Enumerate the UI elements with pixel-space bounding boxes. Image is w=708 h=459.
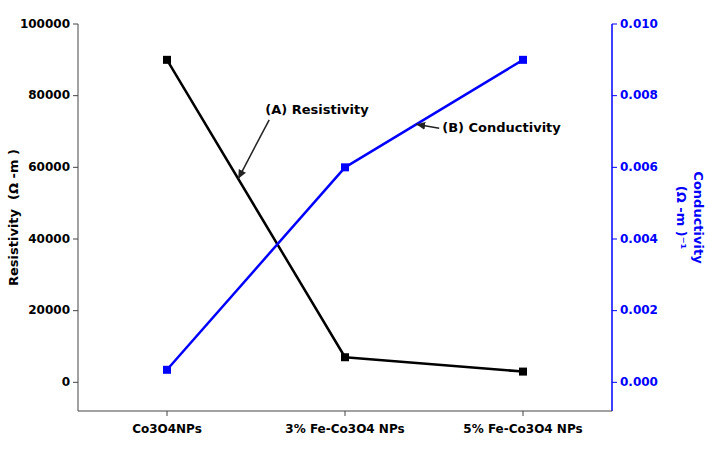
data-point [519,56,527,64]
data-point [163,366,171,374]
x-tick-label: 3% Fe-Co3O4 NPs [285,422,404,436]
y-axis-label: Resistivity (Ω -m ) [6,149,21,286]
y2-axis-label: Conductivity [691,171,706,264]
y-tick [73,95,78,96]
y2-tick [612,95,617,96]
x-tick [167,411,168,416]
y2-tick-label: 0.002 [620,303,658,317]
x-tick-label: 5% Fe-Co3O4 NPs [463,422,582,436]
annotation-arrow [416,124,439,128]
y-tick [73,382,78,383]
y2-tick-label: 0.010 [620,17,658,31]
y2-tick-label: 0.004 [620,232,658,246]
y2-axis-label: (Ω -m )⁻¹ [674,186,689,249]
y-tick-label: 0 [62,375,70,389]
data-point [163,56,171,64]
annotation: (B) Conductivity [442,120,561,135]
y-tick-label: 80000 [28,88,70,102]
y2-tick-label: 0.006 [620,160,658,174]
right-axis-line [611,24,613,411]
plot-area [163,56,527,376]
x-tick [523,411,524,416]
y2-tick [612,239,617,240]
chart: 0 20000 40000 60000 80000 100000 0.000 0.002 0.0… [0,0,708,459]
x-tick-label: Co3O4NPs [132,422,202,436]
data-point [519,368,527,376]
y-tick [73,167,78,168]
y-tick-label: 40000 [28,232,70,246]
left-axis-line [78,24,79,411]
y2-tick-label: 0.008 [620,88,658,102]
y2-tick [612,382,617,383]
series-line [167,60,523,372]
annotation: (A) Resistivity [265,102,369,117]
y2-tick [612,167,617,168]
axes: 0 20000 40000 60000 80000 100000 0.000 0.002 0.0… [20,17,658,437]
y2-tick-label: 0.000 [620,375,658,389]
y2-tick [612,24,617,25]
y-tick [73,24,78,25]
y2-tick [612,310,617,311]
data-point [341,163,349,171]
data-point [341,353,349,361]
x-tick [345,411,346,416]
y-tick-label: 60000 [28,160,70,174]
y-tick-label: 20000 [28,303,70,317]
y-tick [73,310,78,311]
chart-container: 0 20000 40000 60000 80000 100000 0.000 0.002 0.0… [0,0,708,459]
annotation-arrow [238,120,269,179]
y-tick-label: 100000 [20,17,70,31]
y-tick [73,239,78,240]
series-line [167,60,523,370]
